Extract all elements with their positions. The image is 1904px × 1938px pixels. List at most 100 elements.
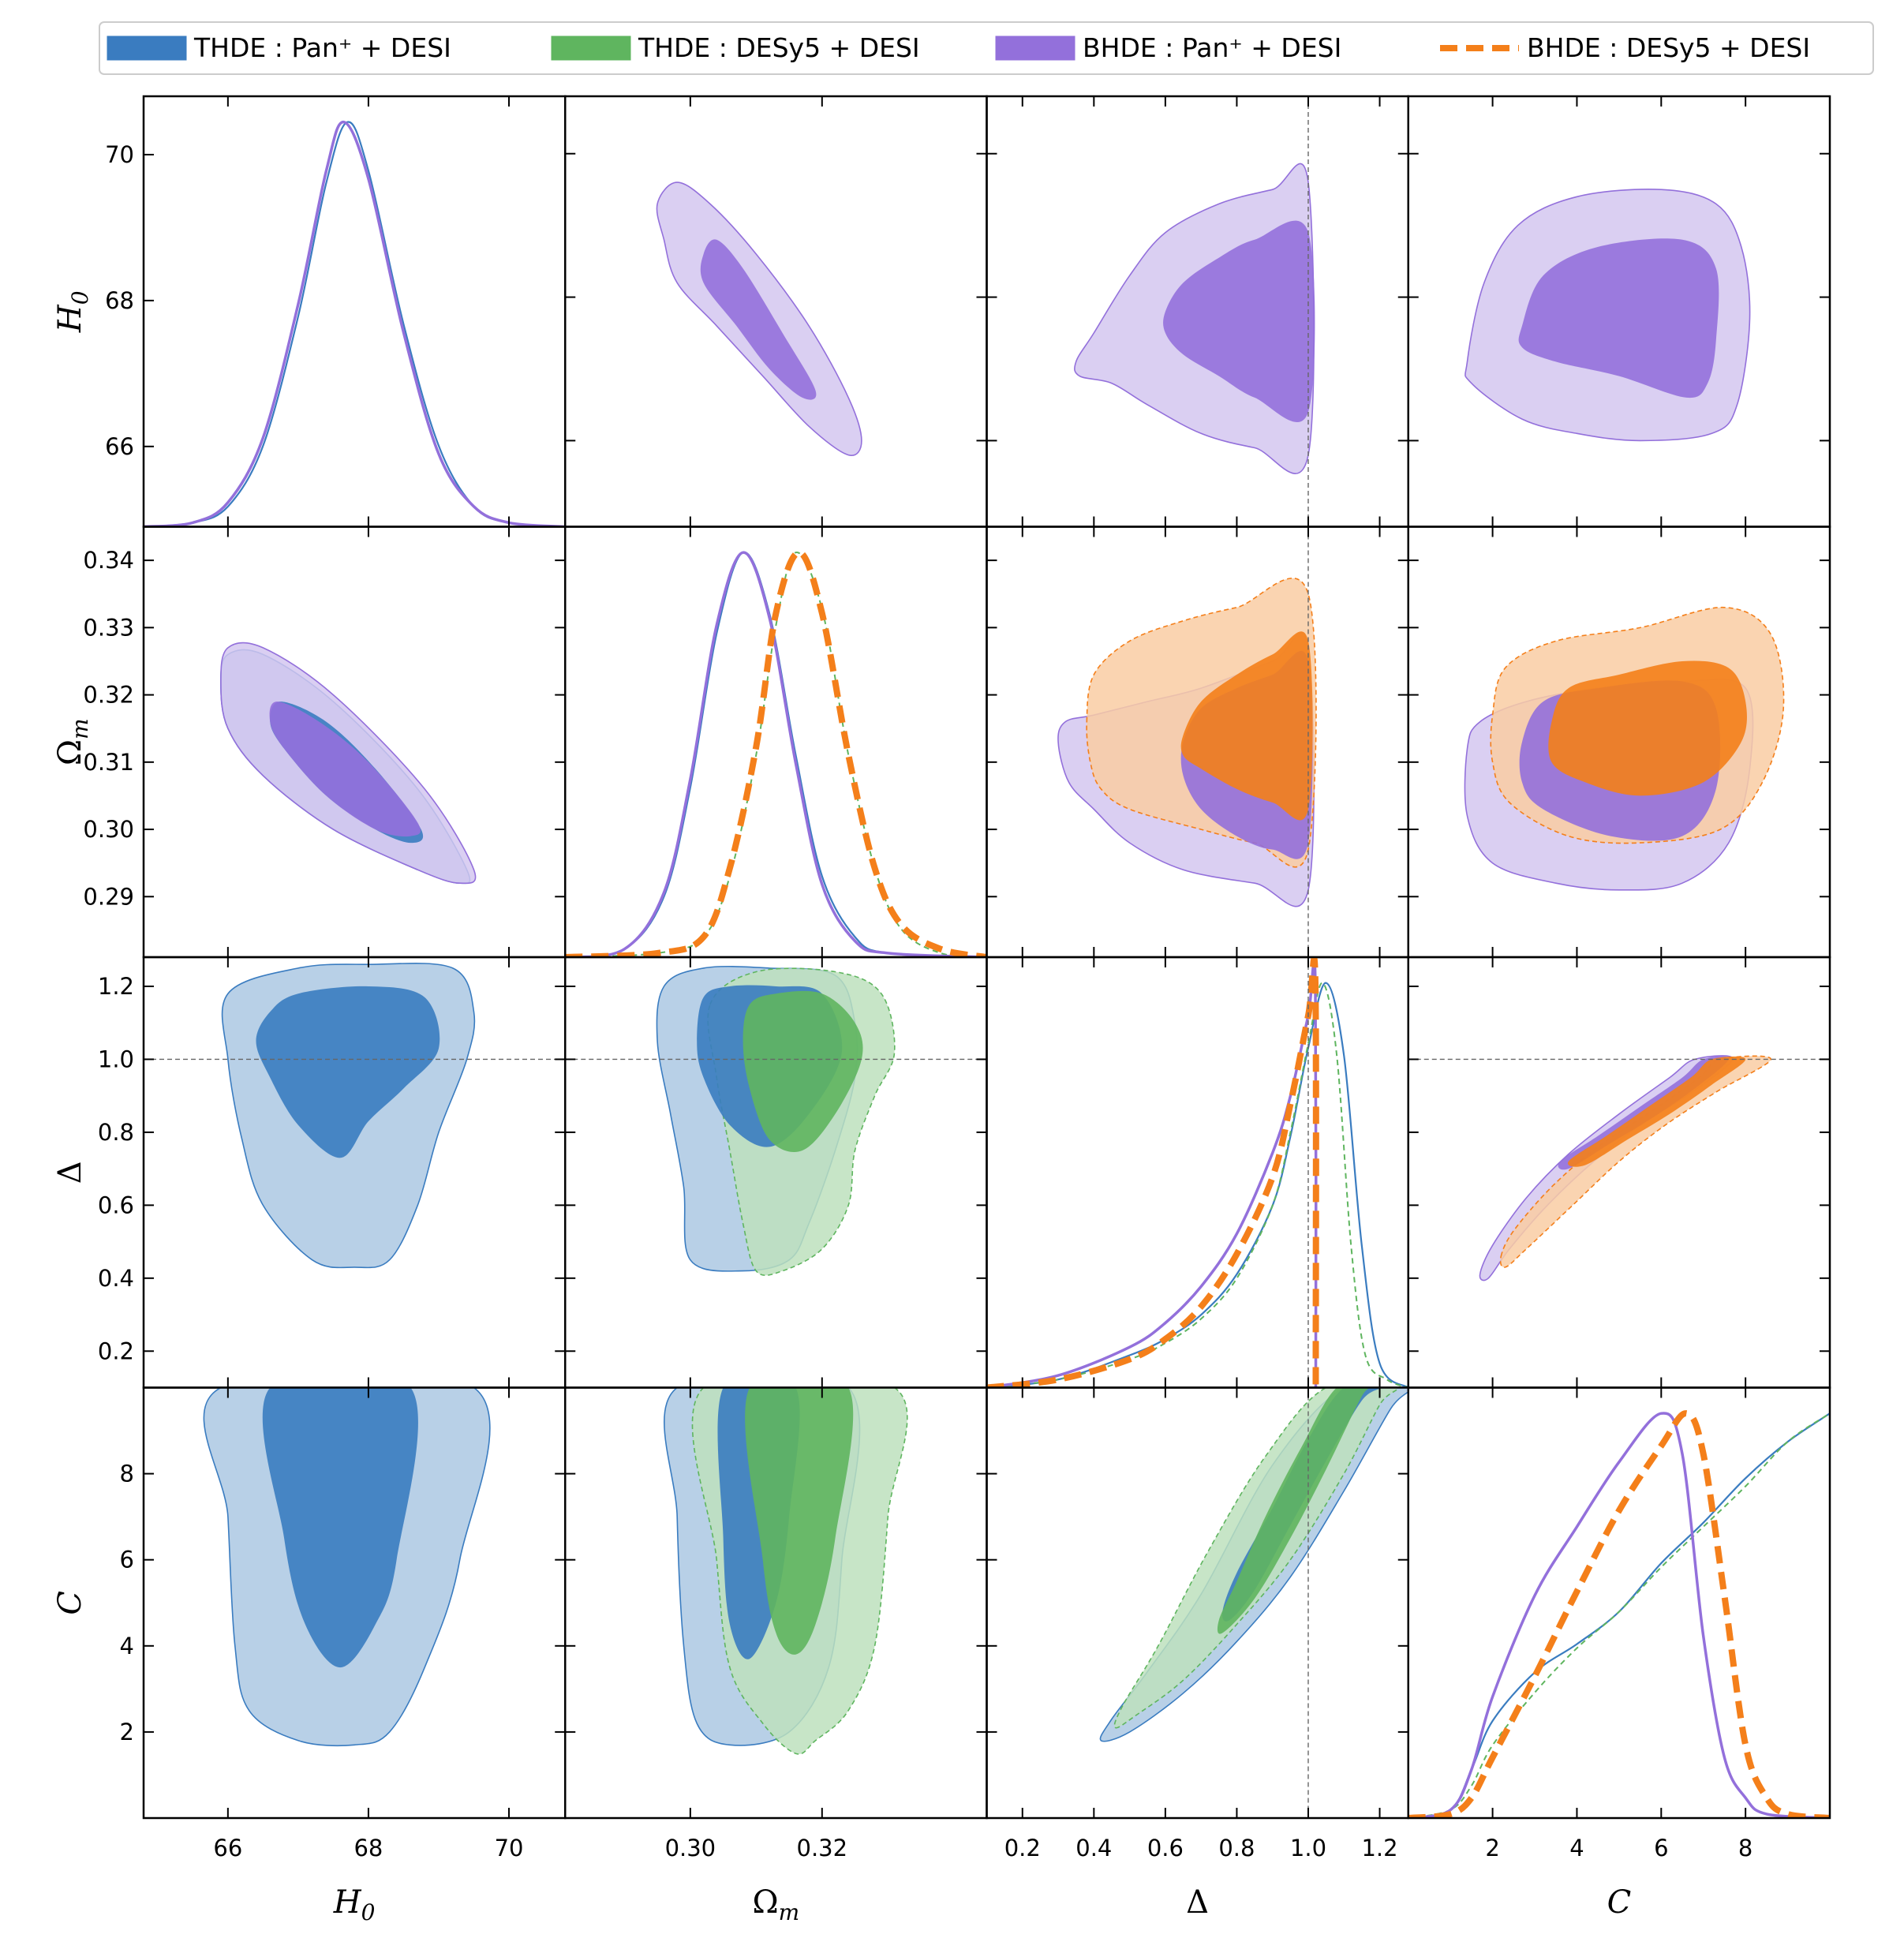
ytick-label-Om: 0.30 [83, 816, 134, 843]
xtick-label-H0: 68 [353, 1835, 383, 1861]
panel-frame [1407, 956, 1831, 1389]
ytick-label-Om: 0.33 [83, 614, 134, 641]
legend-box [99, 21, 1874, 75]
panel-frame [142, 95, 567, 528]
contour-inner-C|Delta-series-1 [1217, 1387, 1374, 1634]
ytick-label-C: 6 [120, 1547, 134, 1573]
legend-swatch-0 [107, 36, 187, 61]
ytick-label-C: 4 [120, 1633, 134, 1659]
panel-H0-vs-Om [564, 95, 988, 528]
panel-Delta-vs-Om [564, 956, 988, 1389]
xtick-label-Delta: 0.4 [1075, 1835, 1112, 1861]
xlabel-Om: Ωm [753, 1884, 800, 1925]
panel-Om-vs-C [1407, 526, 1831, 959]
xtick-label-Delta: 0.8 [1218, 1835, 1255, 1861]
contour-inner-Delta|C-series-3 [1567, 1056, 1746, 1167]
contour-inner-Delta|Om-series-1 [743, 990, 863, 1152]
panel-C-vs-H0 [142, 1386, 567, 1820]
xlabel-H0: H0 [333, 1884, 376, 1925]
marginal-C-series-1 [1408, 1412, 1830, 1818]
panel-Delta-vs-C [1407, 956, 1831, 1389]
contour-inner-H0|C-series-2 [1518, 238, 1719, 398]
panel-frame [986, 956, 1409, 1389]
marginal-C-series-3 [1408, 1410, 1830, 1818]
ytick-label-Om: 0.31 [83, 749, 134, 776]
ytick-label-C: 8 [120, 1461, 134, 1487]
panel-Om-vs-Delta [986, 526, 1409, 959]
xtick-label-C: 4 [1569, 1835, 1584, 1861]
panel-C-vs-C [1407, 1386, 1831, 1820]
panel-H0-vs-H0 [142, 95, 567, 528]
ytick-label-Delta: 0.2 [98, 1338, 134, 1364]
contour-inner-H0|Om-series-2 [700, 239, 817, 400]
panels [142, 95, 1831, 1820]
panel-Delta-vs-H0 [142, 956, 567, 1389]
ytick-label-Om: 0.32 [83, 682, 134, 709]
contour-inner-Om|C-series-3 [1548, 660, 1747, 796]
xtick-label-C: 6 [1654, 1835, 1668, 1861]
marginal-C-series-0 [1408, 1412, 1830, 1818]
xtick-label-Om: 0.32 [797, 1835, 848, 1861]
ytick-label-Delta: 0.4 [98, 1265, 134, 1292]
panel-H0-vs-Delta [986, 95, 1409, 528]
xtick-label-C: 8 [1738, 1835, 1753, 1861]
marginal-H0-series-2 [144, 120, 566, 527]
panel-C-vs-Om [564, 1386, 988, 1820]
ytick-label-Delta: 1.0 [98, 1046, 134, 1072]
marginal-Om-series-2 [565, 551, 987, 957]
ytick-label-H0: 68 [105, 287, 134, 314]
legend-label-3: BHDE : DESy5 + DESI [1527, 32, 1810, 63]
legend-swatch-2 [995, 36, 1075, 61]
ylabel-Delta: Δ [52, 1161, 88, 1184]
legend-swatch-1 [551, 36, 631, 61]
axis-labels: 0.29 0.30 0.31 0.32 0.33 0.34 0.2 0.4 0.6 0.8 1.0 1… [52, 141, 1753, 1925]
ytick-label-H0: 66 [105, 433, 134, 460]
marginal-Delta-series-0 [986, 982, 1408, 1388]
panel-C-vs-Delta [986, 1386, 1409, 1820]
marginal-C-series-2 [1408, 1412, 1830, 1818]
xlabel-C: C [1607, 1884, 1632, 1921]
ytick-label-Om: 0.29 [83, 883, 134, 910]
xtick-label-Delta: 1.2 [1361, 1835, 1397, 1861]
marginal-Delta-series-3 [986, 957, 1319, 1388]
ylabel-H0: H0 [52, 290, 93, 333]
contour-inner-Om|H0-series-2 [269, 701, 421, 837]
marginal-Om-series-3 [565, 549, 987, 957]
xtick-label-C: 2 [1485, 1835, 1499, 1861]
xtick-label-H0: 70 [495, 1835, 524, 1861]
ytick-label-Delta: 0.6 [98, 1192, 134, 1218]
contour-inner-Om|Delta-series-3 [1180, 631, 1313, 821]
xtick-label-Delta: 0.2 [1004, 1835, 1041, 1861]
panel-H0-vs-C [1407, 95, 1831, 528]
ylabel-C: C [52, 1591, 88, 1615]
xtick-label-Om: 0.30 [665, 1835, 716, 1861]
panel-Om-vs-Om [564, 526, 988, 959]
marginal-H0-series-0 [144, 121, 566, 527]
panel-frame [564, 526, 988, 959]
ytick-label-C: 2 [120, 1719, 134, 1745]
ytick-label-Om: 0.34 [83, 547, 134, 574]
panel-Om-vs-H0 [142, 526, 567, 959]
panel-frame [1407, 1386, 1831, 1820]
ytick-label-Delta: 1.2 [98, 973, 134, 1000]
legend-label-0: THDE : Pan⁺ + DESI [193, 32, 451, 63]
legend: THDE : Pan⁺ + DESI THDE : DESy5 + DESI BHD… [99, 21, 1874, 75]
legend-label-1: THDE : DESy5 + DESI [638, 32, 920, 63]
panel-Delta-vs-Delta [986, 956, 1409, 1389]
marginal-Delta-series-2 [986, 957, 1318, 1388]
xtick-label-Delta: 0.6 [1147, 1835, 1184, 1861]
ylabel-Om: Ωm [52, 718, 93, 765]
contour-inner-C|Om-series-1 [745, 1387, 854, 1655]
marginal-Delta-series-1 [986, 982, 1408, 1388]
xlabel-Delta: Δ [1186, 1884, 1209, 1921]
legend-label-2: BHDE : Pan⁺ + DESI [1083, 32, 1341, 63]
contour-outer-Delta|C-series-3 [1499, 1055, 1772, 1268]
contour-inner-H0|Delta-series-2 [1163, 220, 1315, 423]
xtick-label-H0: 66 [213, 1835, 242, 1861]
ytick-label-H0: 70 [105, 141, 134, 168]
ytick-label-Delta: 0.8 [98, 1119, 134, 1146]
contour-inner-C|H0-series-0 [262, 1387, 418, 1668]
contour-inner-Delta|H0-series-0 [256, 986, 440, 1158]
xtick-label-Delta: 1.0 [1290, 1835, 1326, 1861]
